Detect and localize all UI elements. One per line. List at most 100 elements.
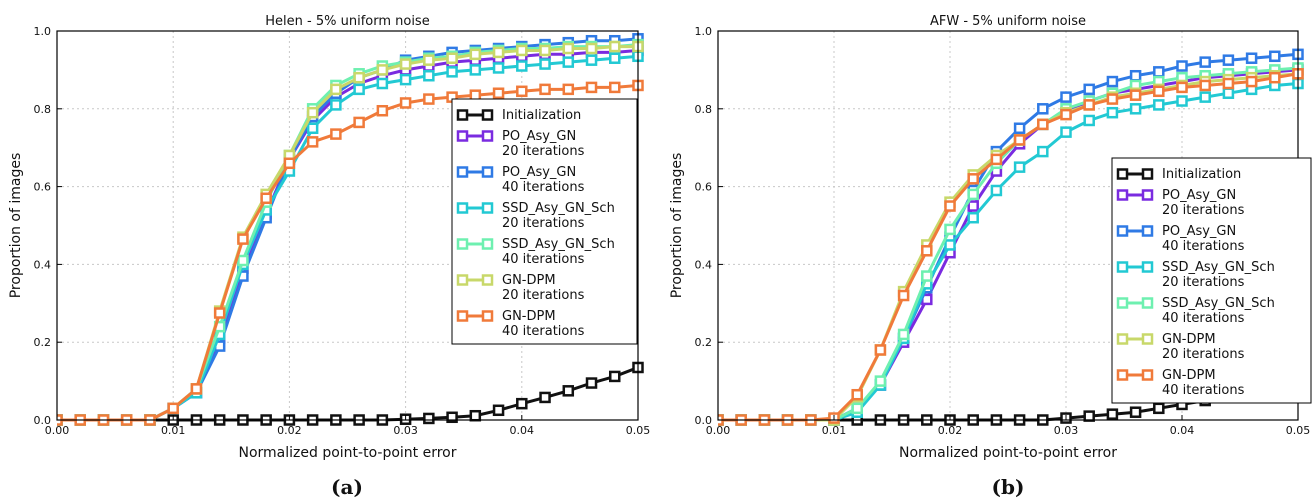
data-point	[237, 233, 249, 245]
legend-item: GN-DPM 20 iterations	[456, 273, 585, 303]
data-point	[306, 136, 319, 148]
data-point	[1269, 71, 1281, 84]
data-point	[1176, 60, 1188, 72]
data-point	[213, 307, 226, 319]
legend-swatch-marker	[1116, 189, 1129, 201]
data-point	[944, 223, 956, 236]
legend-label: GN-DPM 20 iterations	[1162, 332, 1245, 362]
legend-item: Initialization	[1116, 167, 1241, 182]
data-point	[283, 157, 296, 170]
y-tick-label: 0.6	[34, 181, 52, 194]
y-tick-label: 0.4	[695, 258, 713, 271]
x-axis-label: Normalized point-to-point error	[238, 445, 456, 461]
panel-label: (b)	[992, 475, 1025, 499]
legend-item: PO_Asy_GN 40 iterations	[1116, 224, 1245, 254]
data-point	[1083, 83, 1095, 96]
data-point	[516, 85, 528, 98]
data-point	[492, 404, 505, 417]
data-point	[1060, 108, 1072, 121]
data-point	[330, 99, 342, 111]
legend-swatch-marker	[1141, 261, 1154, 273]
y-axis-label: Proportion of images	[669, 153, 685, 299]
data-point	[967, 188, 979, 201]
data-point	[897, 289, 910, 302]
series-0	[57, 361, 644, 426]
legend-swatch-marker	[1116, 297, 1129, 309]
data-point	[1106, 408, 1119, 420]
data-point	[1176, 81, 1188, 94]
legend-swatch-marker	[456, 274, 469, 286]
chart-title: Helen - 5% uniform noise	[265, 14, 429, 29]
data-point	[1013, 122, 1026, 134]
x-tick-label: 0.05	[626, 424, 651, 437]
data-point	[1153, 66, 1165, 78]
data-point	[1083, 114, 1095, 127]
data-point	[1245, 52, 1258, 64]
legend-item: PO_Asy_GN 40 iterations	[456, 165, 585, 195]
x-tick-label: 0.00	[706, 424, 731, 437]
data-point	[1199, 56, 1211, 68]
data-point	[1269, 50, 1281, 63]
legend-swatch-marker	[456, 130, 469, 142]
legend-item: Initialization	[456, 108, 581, 123]
legend-item: GN-DPM 40 iterations	[1116, 368, 1245, 398]
legend-swatch-marker	[481, 274, 494, 286]
data-point	[330, 83, 342, 96]
legend-swatch-marker	[481, 202, 494, 214]
data-point	[1129, 103, 1142, 115]
data-point	[967, 200, 979, 212]
x-tick-label: 0.03	[393, 424, 418, 437]
data-point	[1129, 406, 1142, 418]
data-point	[562, 42, 575, 55]
x-tick-label: 0.01	[161, 424, 186, 437]
data-point	[353, 71, 365, 84]
x-tick-label: 0.02	[277, 424, 302, 437]
legend-item: GN-DPM 40 iterations	[456, 309, 585, 339]
data-point	[585, 81, 598, 94]
x-axis-label: Normalized point-to-point error	[899, 445, 1117, 461]
data-point	[1037, 103, 1049, 115]
data-point	[921, 245, 933, 257]
y-tick-label: 0.2	[695, 336, 713, 349]
data-point	[609, 52, 621, 64]
legend: Initialization PO_Asy_GN 20 iterations PO_A…	[451, 98, 638, 345]
legend-swatch-marker	[456, 166, 469, 178]
data-point	[492, 87, 505, 99]
legend-swatch-marker	[1116, 333, 1129, 345]
legend-label: GN-DPM 40 iterations	[1162, 368, 1245, 398]
chart-panel-helen: 0.00 0.01 0.02 0.03 0.04 0.05 0.0 0.2 0.4 0.6 0.8 1…	[8, 14, 650, 499]
legend-label: PO_Asy_GN 40 iterations	[502, 165, 585, 195]
data-point	[353, 83, 365, 96]
data-point	[469, 409, 482, 422]
data-point	[423, 93, 435, 105]
data-point	[585, 54, 598, 66]
data-point	[516, 44, 528, 57]
data-point	[1222, 87, 1235, 99]
data-point	[446, 411, 458, 424]
data-point	[1083, 99, 1095, 111]
data-point	[167, 402, 179, 415]
data-point	[1060, 91, 1072, 103]
legend-label: SSD_Asy_GN_Sch 40 iterations	[1162, 296, 1275, 326]
data-point	[237, 254, 249, 267]
y-tick-label: 0.0	[695, 414, 713, 427]
data-point	[1013, 161, 1026, 173]
panel-label: (a)	[331, 475, 363, 499]
data-point	[353, 116, 365, 129]
x-tick-label: 0.04	[510, 424, 535, 437]
grid	[57, 31, 638, 420]
legend-swatch-marker	[1141, 168, 1154, 180]
data-point	[376, 77, 389, 90]
data-point	[562, 83, 575, 96]
data-point	[469, 89, 482, 101]
data-point	[516, 397, 528, 410]
y-tick-label: 0.6	[695, 181, 713, 194]
data-point	[446, 66, 458, 78]
data-point	[990, 184, 1003, 197]
legend-label: PO_Asy_GN 20 iterations	[502, 129, 585, 159]
legend-item: SSD_Asy_GN_Sch 20 iterations	[456, 201, 615, 231]
x-tick-label: 0.01	[822, 424, 847, 437]
data-point	[260, 192, 272, 205]
data-point	[562, 56, 575, 68]
y-tick-label: 0.8	[695, 103, 713, 116]
